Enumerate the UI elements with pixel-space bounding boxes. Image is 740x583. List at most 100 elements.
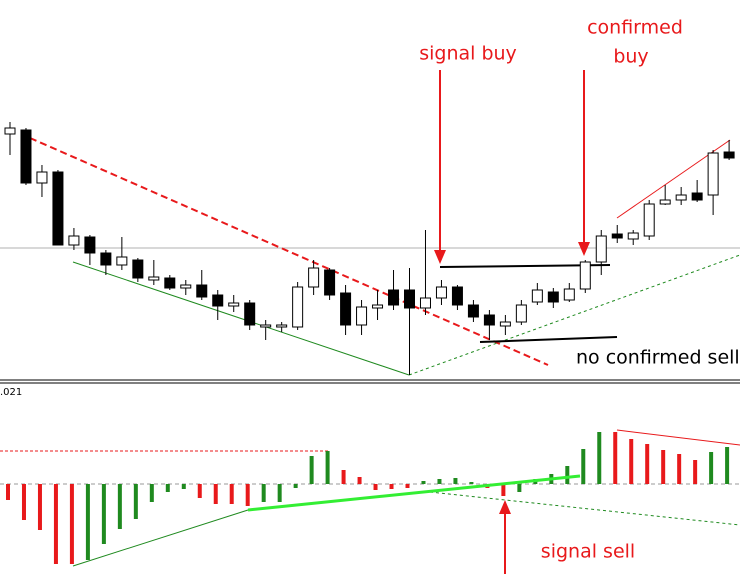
arrow-head [578,242,590,256]
trend-line [408,254,740,376]
histogram-bar [293,484,298,488]
histogram-bar [53,484,58,564]
candle-body [691,192,703,201]
candle-body [148,276,160,281]
candle-body [276,324,288,328]
candle-body [132,259,144,279]
histogram-bar [453,478,458,484]
histogram-bar [325,451,330,484]
candle-body [180,284,192,289]
histogram-bar [149,484,154,502]
candle-body [356,306,368,326]
candle-body [84,236,96,254]
histogram-bar [213,484,218,504]
histogram-bar [37,484,42,530]
candle-body [324,269,336,296]
annotation: signal sell [541,541,635,563]
axis-label: .021 [0,387,22,398]
annotation: buy [613,46,648,68]
candle-body [611,233,623,239]
candle-body [723,151,735,159]
histogram-bar [229,484,234,504]
candle-body [196,284,208,298]
candle-body [707,152,719,196]
histogram-bar [437,479,442,484]
arrow-head [434,250,446,264]
histogram-bar [181,484,186,489]
histogram-bar [197,484,202,498]
candle-body [451,286,463,306]
histogram-bar [389,484,394,489]
histogram-bar [117,484,122,529]
trend-line [72,509,249,567]
candle-body [563,288,575,301]
histogram-bar [645,444,650,484]
candle-body [531,289,543,303]
candle-body [308,267,320,288]
histogram-bar [629,439,634,484]
candle-body [659,199,671,205]
candle-body [292,286,304,328]
histogram-bar [6,484,10,500]
candle-body [579,261,591,290]
histogram [6,432,730,564]
annotation: confirmed [587,17,683,39]
histogram-bar [677,454,682,484]
candle-body [515,304,527,323]
candle-body [627,232,639,240]
trend-line [247,474,581,512]
histogram-bar [709,452,714,484]
histogram-bar [69,484,74,564]
candle-body [100,252,112,266]
candle-body [419,297,431,309]
histogram-bar [357,477,362,484]
candle-body [212,294,224,307]
histogram-bar [133,484,138,519]
candle-body [467,304,479,318]
histogram-bar [613,432,618,484]
histogram-bar [21,484,26,520]
histogram-bar [661,450,666,484]
histogram-bar [101,484,106,544]
candle-body [643,203,655,237]
trend-line [72,261,410,376]
candle-body [116,256,128,266]
candle-body [435,286,447,299]
histogram-bar [693,460,698,484]
candle-body [372,304,384,309]
histogram-bar [597,432,602,484]
candle-body [595,235,607,263]
candle-body [244,302,256,326]
candle-body [68,235,80,246]
histogram-bar [421,481,426,484]
histogram-bar [517,484,522,492]
candle-body [404,289,415,309]
candles [4,122,735,375]
histogram-bar [309,456,314,484]
histogram-bar [565,466,570,484]
candle-body [52,171,64,246]
histogram-bar [277,484,282,502]
histogram-bar [341,470,346,484]
histogram-bar [245,484,250,506]
candle-body [228,302,240,307]
candle-body [4,127,16,135]
histogram-bar [501,484,506,496]
histogram-bar [165,484,170,492]
histogram-bar [469,482,474,484]
candle-body [547,291,559,303]
trend-line [29,137,549,366]
histogram-bar [581,449,586,484]
annotation: no confirmed sell [576,347,740,369]
trend-line [429,491,740,526]
candle-body [260,324,272,328]
candle-body [36,171,48,184]
trend-line [616,429,740,446]
candle-body [20,129,32,184]
candle-body [164,277,176,289]
candle-body [340,292,352,326]
histogram-bar [85,484,90,560]
